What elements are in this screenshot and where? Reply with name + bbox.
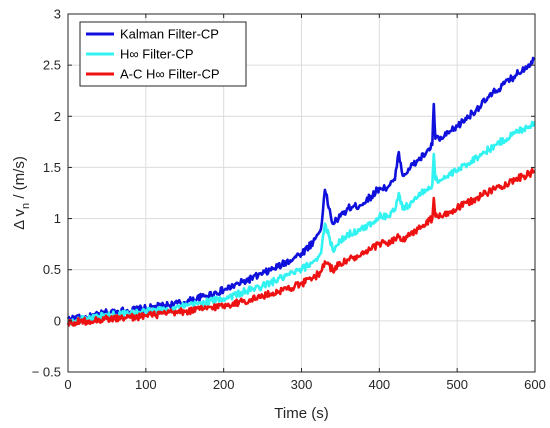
y-tick-label: 0 bbox=[54, 313, 61, 328]
y-tick-label: 2 bbox=[54, 109, 61, 124]
series-layer bbox=[66, 56, 536, 327]
y-tick-label: 3 bbox=[54, 7, 61, 22]
grid bbox=[68, 14, 535, 372]
x-tick-label: 200 bbox=[213, 377, 235, 392]
x-axis-title: Time (s) bbox=[274, 405, 328, 422]
legend-label-1: Kalman Filter-CP bbox=[120, 27, 219, 42]
x-tick-label: 300 bbox=[291, 377, 313, 392]
y-tick-label: 1 bbox=[54, 211, 61, 226]
y-axis-title-prefix: Δ v bbox=[11, 208, 28, 229]
y-axis-title-suffix: / (m/s) bbox=[11, 156, 28, 203]
legend-label-3: A-C H∞ Filter-CP bbox=[120, 67, 220, 82]
series-line-2 bbox=[66, 120, 536, 326]
series-line-1 bbox=[66, 56, 536, 324]
legend: Kalman Filter-CP H∞ Filter-CP A-C H∞ Filte… bbox=[79, 21, 247, 87]
x-tick-label: 100 bbox=[135, 377, 157, 392]
y-tick-label: 2.5 bbox=[43, 58, 61, 73]
y-axis-title: Δ vn / (m/s) bbox=[11, 156, 32, 230]
x-tick-label: 400 bbox=[368, 377, 390, 392]
y-tick-label: 0.5 bbox=[43, 262, 61, 277]
series-line-3 bbox=[66, 167, 536, 327]
y-axis-title-subscript: n bbox=[20, 203, 32, 209]
y-tick-label: 1.5 bbox=[43, 160, 61, 175]
x-tick-label: 0 bbox=[64, 377, 71, 392]
y-tick-label: − 0.5 bbox=[32, 365, 61, 380]
legend-label-2: H∞ Filter-CP bbox=[120, 47, 194, 62]
ticks: 0 100 200 300 400 500 600− 0.500.511.522.53 bbox=[32, 7, 546, 393]
x-tick-label: 500 bbox=[446, 377, 468, 392]
x-tick-label: 600 bbox=[524, 377, 546, 392]
